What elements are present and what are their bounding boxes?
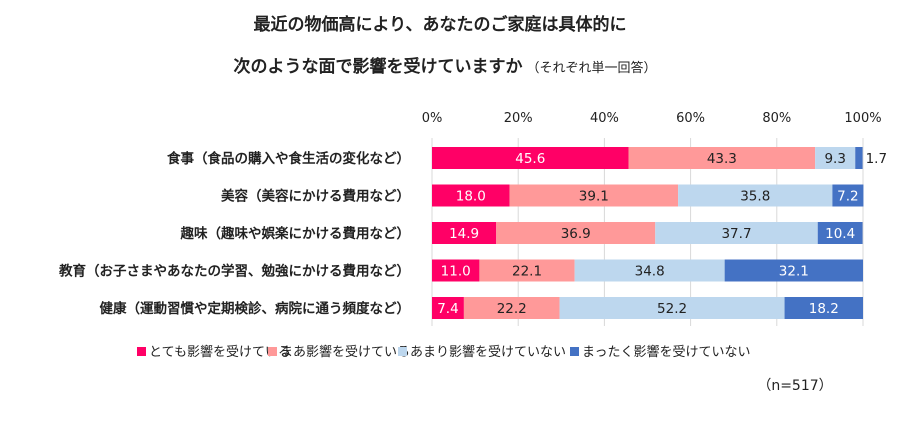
bar-segment (815, 147, 856, 169)
data-label: 34.8 (635, 264, 665, 280)
legend-swatch (268, 347, 277, 356)
data-label: 7.4 (437, 301, 458, 317)
bar-segment (655, 222, 818, 244)
bar-segment (432, 259, 480, 282)
bar-segment (509, 184, 679, 207)
data-label: 36.9 (561, 226, 591, 242)
legend-label: まったく影響を受けていない (582, 344, 750, 360)
bar-segment (432, 147, 629, 169)
data-label: 22.1 (512, 264, 542, 280)
data-label: 39.1 (579, 189, 609, 205)
data-label: 9.3 (824, 151, 845, 167)
bar-segment (724, 259, 863, 282)
data-label: 14.9 (449, 226, 479, 242)
legend-swatch (570, 347, 579, 356)
sample-size-note: （n=517） (757, 378, 832, 394)
bar-segment (678, 184, 833, 207)
legend-swatch (137, 347, 146, 356)
bar-segment (496, 222, 656, 244)
data-label: 35.8 (740, 189, 770, 205)
legend-label: まあ影響を受けている (280, 344, 410, 360)
data-label: 18.0 (456, 189, 486, 205)
bar-segment (832, 184, 864, 207)
category-label: 教育（お子さまやあなたの学習、勉強にかける費用など） (59, 263, 410, 280)
legend-label: とても影響を受けている (149, 344, 291, 360)
category-label: 健康（運動習慣や定期検診、病院に通う頻度など） (100, 300, 411, 317)
data-label: 43.3 (707, 151, 737, 167)
category-label: 食事（食品の購入や食生活の変化など） (167, 150, 410, 167)
data-label: 22.2 (497, 301, 527, 317)
bar-segment (559, 297, 785, 319)
bar-segment (432, 297, 464, 319)
category-label: 趣味（趣味や娯楽にかける費用など） (180, 225, 411, 242)
bar-segment (432, 184, 510, 207)
title-note: （それぞれ単一回答） (526, 60, 656, 76)
bar-segment (855, 147, 863, 169)
data-label: 32.1 (779, 264, 809, 280)
bar-segment (479, 259, 575, 282)
x-tick-label: 100% (844, 111, 881, 126)
data-label: 45.6 (515, 151, 545, 167)
x-tick-label: 60% (676, 111, 705, 126)
chart-title-line2: 次のような面で影響を受けていますか （それぞれ単一回答） (233, 56, 656, 77)
x-tick-label: 0% (422, 111, 443, 126)
x-tick-label: 20% (504, 111, 533, 126)
x-tick-label: 80% (762, 111, 791, 126)
bar-segment (817, 222, 863, 244)
bar-segment (784, 297, 863, 319)
bar-segment (628, 147, 816, 169)
bar-segment (463, 297, 560, 319)
data-label: 52.2 (657, 301, 687, 317)
legend-swatch (398, 347, 407, 356)
bar-segment (574, 259, 725, 282)
data-label: 7.2 (837, 189, 858, 205)
data-label: 11.0 (441, 264, 471, 280)
legend-label: あまり影響を受けていない (410, 344, 566, 360)
data-label: 10.4 (825, 226, 855, 242)
category-label: 美容（美容にかける費用など） (221, 188, 410, 205)
data-label: 1.7 (866, 151, 887, 167)
data-label: 18.2 (809, 301, 839, 317)
data-label: 37.7 (721, 226, 751, 242)
chart-title-line1: 最近の物価高により、あなたのご家庭は具体的に (254, 14, 627, 35)
bar-segment (432, 222, 497, 244)
title-line2-text: 次のような面で影響を受けていますか (233, 56, 522, 77)
x-tick-label: 40% (590, 111, 619, 126)
